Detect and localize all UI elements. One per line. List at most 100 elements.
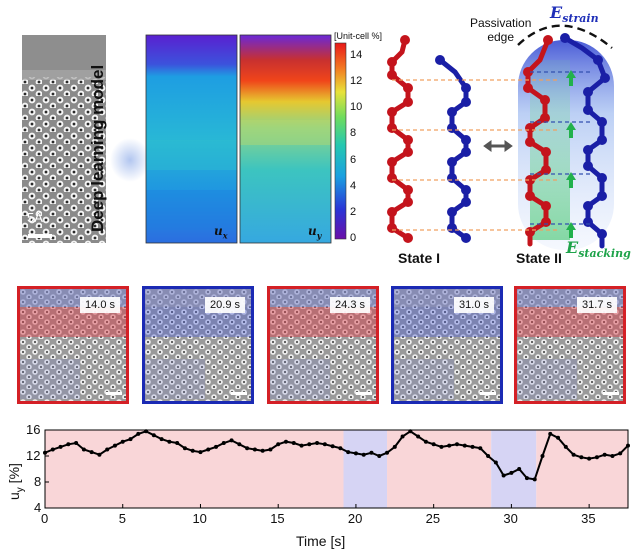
data-point — [252, 447, 257, 452]
data-point — [571, 452, 576, 457]
x-tick-label: 35 — [581, 511, 596, 526]
data-point — [548, 431, 553, 436]
atom — [540, 113, 550, 123]
data-point — [462, 443, 467, 448]
colorbar-title: [Unit-cell %] — [334, 31, 383, 41]
data-point — [167, 439, 172, 444]
colorbar — [334, 42, 347, 240]
e-stacking-label: Estacking — [566, 238, 631, 261]
band-state-i — [536, 430, 628, 508]
atom — [461, 135, 471, 145]
data-point — [587, 456, 592, 461]
data-point — [524, 476, 529, 481]
atom — [387, 123, 397, 133]
model-label: Deep learning model — [88, 64, 107, 232]
data-point — [97, 452, 102, 457]
data-point — [66, 442, 71, 447]
scale-bar — [28, 234, 52, 238]
data-point — [346, 450, 351, 455]
atom — [461, 97, 471, 107]
data-point — [105, 447, 110, 452]
passivation-label: Passivation edge — [470, 16, 532, 44]
data-point — [400, 434, 405, 439]
atom — [387, 57, 397, 67]
stacking-arrows — [566, 70, 576, 238]
data-point — [190, 448, 195, 453]
frame-image — [145, 289, 251, 401]
ux-map — [145, 34, 238, 244]
data-point — [563, 444, 568, 449]
atom — [461, 147, 471, 157]
stem-image — [22, 35, 106, 243]
colorbar-tick: 10 — [350, 101, 363, 114]
atom — [403, 197, 413, 207]
data-point — [478, 446, 483, 451]
atom — [525, 227, 535, 237]
atom — [447, 107, 457, 117]
atom — [583, 145, 593, 155]
atom — [597, 191, 607, 201]
band-state-ii — [491, 430, 537, 508]
frame-3: 24.3 s — [267, 286, 379, 404]
frame-image — [394, 289, 500, 401]
data-point — [120, 439, 125, 444]
frame-time-label: 20.9 s — [205, 297, 245, 313]
atom — [387, 70, 397, 80]
data-point — [556, 435, 561, 440]
data-point — [501, 473, 506, 478]
atom — [597, 173, 607, 183]
data-point — [229, 438, 234, 443]
data-point — [594, 455, 599, 460]
atom — [387, 223, 397, 233]
colorbar-tick: 4 — [350, 179, 357, 192]
chart-ylabel: uy [%] — [6, 463, 26, 500]
data-point — [579, 455, 584, 460]
transition-arrow — [483, 140, 513, 152]
data-point — [89, 450, 94, 455]
data-point — [260, 448, 265, 453]
atom — [583, 87, 593, 97]
atom — [525, 175, 535, 185]
scale-bar-label: 5Å — [27, 210, 43, 225]
atom — [447, 157, 457, 167]
atom — [403, 185, 413, 195]
colorbar-tick: 2 — [350, 205, 357, 218]
data-point — [361, 452, 366, 457]
orange-guides — [392, 79, 560, 231]
x-tick-label: 5 — [118, 511, 126, 526]
frame-time-label: 31.0 s — [454, 297, 494, 313]
ux-map-label: ux — [214, 224, 228, 241]
atom — [387, 157, 397, 167]
atom — [461, 83, 471, 93]
atom — [447, 207, 457, 217]
state-ii-label: State II — [516, 250, 562, 266]
frame-4: 31.0 s — [391, 286, 503, 404]
atom — [541, 147, 551, 157]
atom — [543, 35, 553, 45]
band-state-ii — [343, 430, 388, 508]
x-tick-label: 0 — [41, 511, 49, 526]
data-point — [214, 444, 219, 449]
atom — [540, 95, 550, 105]
atom — [583, 105, 593, 115]
colorbar-tick: 8 — [350, 127, 357, 140]
y-tick-label: 8 — [34, 474, 42, 489]
arrow-glow — [110, 138, 150, 182]
state-ii-blue-chain — [562, 35, 608, 249]
atom — [461, 185, 471, 195]
data-point — [486, 454, 491, 458]
data-point — [291, 441, 296, 445]
data-point — [198, 450, 203, 455]
data-point — [431, 442, 436, 447]
frame-2: 20.9 s — [142, 286, 254, 404]
data-point — [493, 460, 498, 465]
data-point — [416, 434, 421, 439]
data-point — [439, 444, 444, 449]
colorbar-tick: 0 — [350, 232, 357, 244]
atom — [387, 173, 397, 183]
passivation-arc — [517, 24, 613, 49]
atom — [583, 217, 593, 227]
data-point — [618, 451, 623, 456]
atom — [597, 135, 607, 145]
